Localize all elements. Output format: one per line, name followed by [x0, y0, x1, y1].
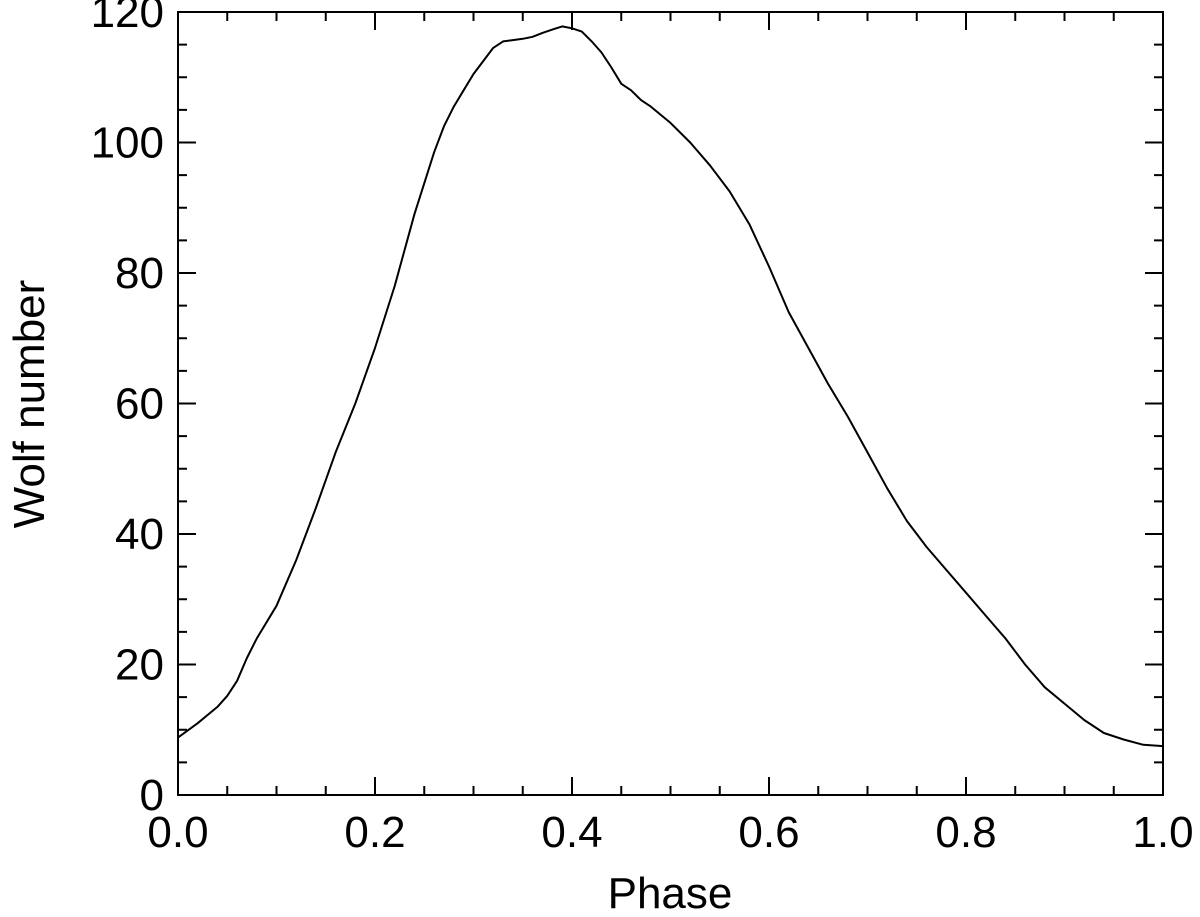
x-tick-label: 1.0 — [1132, 808, 1193, 857]
x-tick-label: 0.8 — [935, 808, 996, 857]
x-axis-title: Phase — [608, 869, 733, 917]
x-tick-label: 0.0 — [147, 808, 208, 857]
x-tick-label: 0.4 — [541, 808, 602, 857]
plot-frame — [177, 11, 1164, 796]
y-tick-label: 100 — [91, 119, 164, 168]
y-tick-label: 20 — [115, 641, 164, 690]
y-tick-label: 80 — [115, 249, 164, 298]
y-tick-label: 120 — [91, 0, 164, 37]
x-tick-label: 0.6 — [738, 808, 799, 857]
tick-labels: 0.0 0.2 0.4 0.6 0.8 1.0 0 20 40 60 80 100 120 — [91, 0, 1194, 857]
y-axis-title: Wolf number — [5, 280, 54, 529]
y-tick-label: 0 — [140, 771, 164, 820]
tick-marks — [177, 11, 1164, 796]
y-tick-label: 60 — [115, 380, 164, 429]
series-line — [177, 25, 1164, 748]
y-tick-label: 40 — [115, 510, 164, 559]
x-tick-label: 0.2 — [344, 808, 405, 857]
